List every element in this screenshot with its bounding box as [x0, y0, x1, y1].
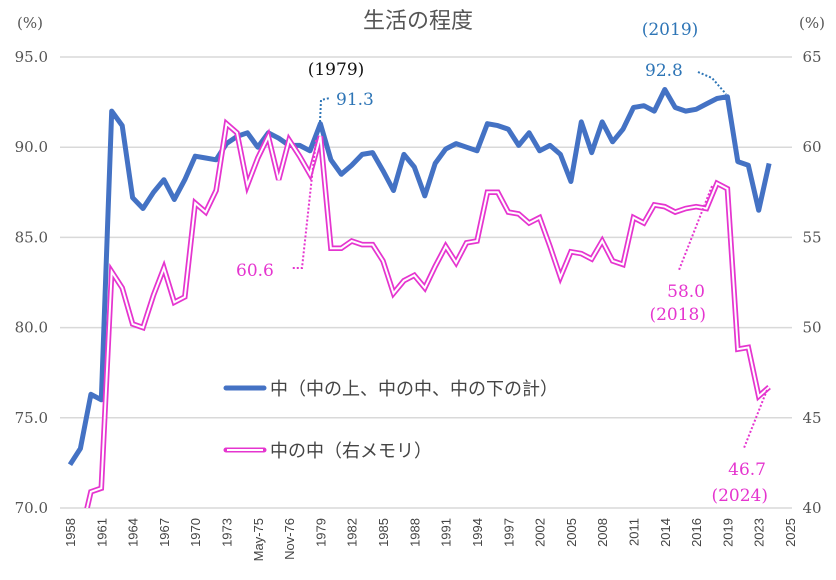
x-tick-label: 2005 — [564, 518, 579, 547]
annotation-year-2024: (2024) — [711, 486, 768, 506]
x-tick-label: 2023 — [752, 518, 767, 547]
chart-title: 生活の程度 — [363, 9, 473, 34]
x-tick-label: 1973 — [220, 518, 235, 547]
x-tick-label: 1964 — [126, 518, 141, 547]
right-tick-label: 65 — [802, 48, 821, 66]
leader-2019-blue — [697, 71, 727, 95]
series-line-middle-inner — [86, 121, 770, 508]
x-tick-label: 1991 — [439, 518, 454, 547]
left-tick-label: 95.0 — [15, 48, 48, 66]
right-tick-label: 40 — [802, 499, 821, 517]
left-axis-unit: (%) — [17, 14, 43, 32]
legend-label-middle: 中の中（右メモリ） — [270, 441, 432, 462]
gridlines — [60, 56, 792, 509]
annotation-1979-blue: 91.3 — [336, 90, 374, 110]
left-tick-label: 85.0 — [15, 228, 48, 246]
x-tick-label: 2019 — [720, 518, 735, 547]
series-line-total — [67, 87, 772, 467]
x-tick-label: 2002 — [533, 518, 548, 547]
annotations: (1979) 91.3 60.6 (2019) 92.8 58.0 (2018)… — [236, 20, 768, 506]
x-tick-label: 1997 — [501, 518, 516, 547]
x-tick-label: May-75 — [251, 518, 266, 561]
x-tick-label: 2011 — [626, 518, 641, 546]
annotation-2024-pink: 46.7 — [728, 460, 766, 480]
x-tick-label: 1979 — [313, 518, 328, 547]
leader-1979-blue — [319, 97, 331, 123]
right-axis-unit: (%) — [799, 14, 825, 32]
right-axis-ticks: 65 60 55 50 45 40 — [802, 48, 821, 517]
annotation-2018-pink: 58.0 — [667, 282, 705, 302]
x-tick-label: 2014 — [658, 518, 673, 547]
x-tick-label: 1982 — [345, 518, 360, 547]
left-tick-label: 90.0 — [15, 138, 48, 156]
x-tick-label: 1970 — [188, 518, 203, 547]
right-tick-label: 45 — [802, 409, 821, 427]
leader-2018-pink — [678, 185, 713, 271]
leader-1979-pink — [292, 139, 317, 269]
annotation-year-1979: (1979) — [308, 60, 365, 80]
x-tick-label: 2008 — [595, 518, 610, 547]
left-tick-label: 70.0 — [15, 499, 48, 517]
annotation-year-2018: (2018) — [649, 305, 706, 325]
x-tick-label: 1958 — [63, 518, 78, 547]
x-tick-label: 1994 — [470, 518, 485, 547]
legend-label-total: 中（中の上、中の中、中の下の計） — [270, 379, 558, 400]
left-tick-label: 80.0 — [15, 319, 48, 337]
x-tick-label: 1985 — [376, 518, 391, 547]
right-tick-label: 55 — [802, 228, 821, 246]
left-tick-label: 75.0 — [15, 409, 48, 427]
leader-2024-pink — [743, 389, 768, 449]
annotation-year-2019: (2019) — [642, 20, 699, 40]
annotation-2019-blue: 92.8 — [645, 61, 683, 81]
x-tick-label: Nov-76 — [282, 518, 297, 560]
x-tick-label: 2016 — [689, 518, 704, 547]
right-tick-label: 50 — [802, 319, 821, 337]
x-axis-ticks: 1958 1961 1964 1967 1970 1973 May-75 Nov-76 1979… — [63, 518, 798, 561]
legend: 中（中の上、中の中、中の下の計） 中の中（右メモリ） — [223, 379, 558, 462]
left-axis-ticks: 95.0 90.0 85.0 80.0 75.0 70.0 — [15, 48, 48, 517]
annotation-1979-pink: 60.6 — [236, 261, 274, 281]
x-tick-label: 1967 — [157, 518, 172, 547]
x-tick-label: 1988 — [407, 518, 422, 547]
series-lines — [67, 87, 772, 508]
x-tick-label: 2025 — [783, 518, 798, 547]
right-tick-label: 60 — [802, 138, 821, 156]
x-tick-label: 1961 — [94, 518, 109, 547]
